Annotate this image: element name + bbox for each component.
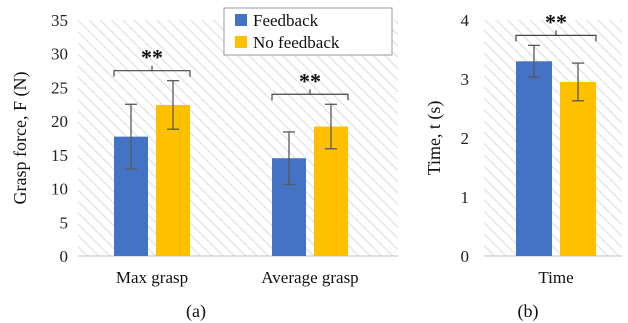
y-tick-label: 25 bbox=[51, 78, 68, 97]
significance-marker: ** bbox=[545, 9, 567, 34]
panel-label-a: (a) bbox=[186, 301, 206, 322]
bar-no-feedback bbox=[156, 104, 190, 257]
y-axis-label-a: Grasp force, F (N) bbox=[10, 72, 31, 205]
x-category-label: Time bbox=[538, 268, 573, 287]
legend: Feedback No feedback bbox=[223, 7, 393, 56]
significance-marker: ** bbox=[299, 68, 321, 93]
panel-b: Time, t (s) (b) 0 1 2 3 4 Time ** bbox=[424, 9, 622, 322]
y-tick-label: 2 bbox=[461, 129, 470, 148]
x-category-label: Average grasp bbox=[261, 268, 358, 287]
bar-no-feedback bbox=[560, 81, 596, 256]
x-category-label: Max grasp bbox=[116, 268, 188, 287]
plot-background-b bbox=[484, 20, 622, 256]
y-tick-label: 3 bbox=[461, 70, 470, 89]
legend-label-no-feedback: No feedback bbox=[253, 33, 340, 52]
significance-bracket bbox=[113, 65, 191, 77]
y-tick-label: 1 bbox=[461, 188, 470, 207]
y-tick-label: 0 bbox=[60, 247, 69, 266]
y-tick-label: 5 bbox=[60, 213, 69, 232]
legend-label-feedback: Feedback bbox=[253, 11, 319, 30]
y-axis-label-b: Time, t (s) bbox=[424, 101, 445, 176]
significance-marker: ** bbox=[141, 45, 163, 70]
bar-feedback bbox=[516, 61, 552, 256]
y-tick-label: 20 bbox=[51, 112, 68, 131]
y-tick-label: 35 bbox=[51, 11, 68, 30]
legend-swatch-no-feedback bbox=[235, 36, 247, 48]
legend-swatch-feedback bbox=[235, 14, 247, 26]
y-tick-label: 10 bbox=[51, 180, 68, 199]
y-tick-label: 15 bbox=[51, 146, 68, 165]
y-tick-label: 4 bbox=[461, 11, 470, 30]
y-tick-label: 0 bbox=[461, 247, 470, 266]
significance-bracket bbox=[515, 30, 597, 42]
panel-label-b: (b) bbox=[518, 301, 539, 322]
y-tick-label: 30 bbox=[51, 45, 68, 64]
legend-box bbox=[223, 7, 393, 56]
significance-bracket bbox=[271, 89, 349, 101]
panel-a: Grasp force, F (N) (a) Feedback No feedb… bbox=[10, 7, 398, 322]
